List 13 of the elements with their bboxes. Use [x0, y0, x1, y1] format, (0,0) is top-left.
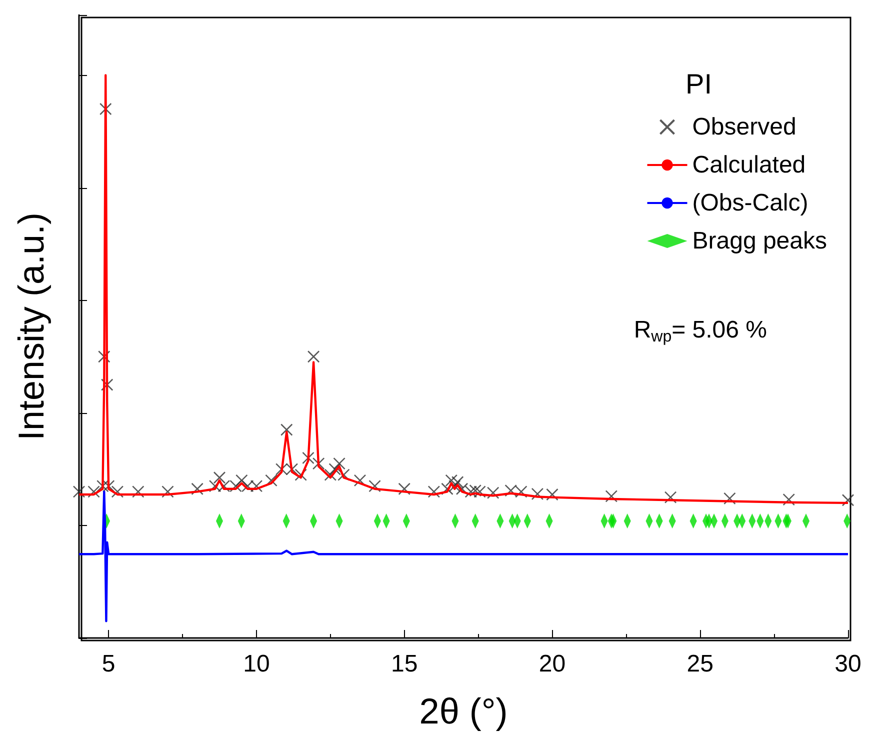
legend-label: (Obs-Calc) — [692, 190, 808, 216]
y-axis-title: Intensity (a.u.) — [10, 212, 52, 441]
legend-label: Bragg peaks — [692, 228, 828, 254]
legend-title: PI — [686, 68, 712, 100]
x-tick-label: 20 — [538, 650, 566, 678]
x-axis-title: 2θ (°) — [419, 690, 508, 732]
x-tick-label: 5 — [102, 650, 116, 678]
x-tick-label: 25 — [686, 650, 714, 678]
x-tick-label: 30 — [834, 650, 862, 678]
x-tick-label: 10 — [243, 650, 270, 678]
legend-label: Calculated — [692, 152, 806, 178]
legend-label: Observed — [692, 114, 796, 140]
x-tick-label: 15 — [390, 650, 418, 678]
